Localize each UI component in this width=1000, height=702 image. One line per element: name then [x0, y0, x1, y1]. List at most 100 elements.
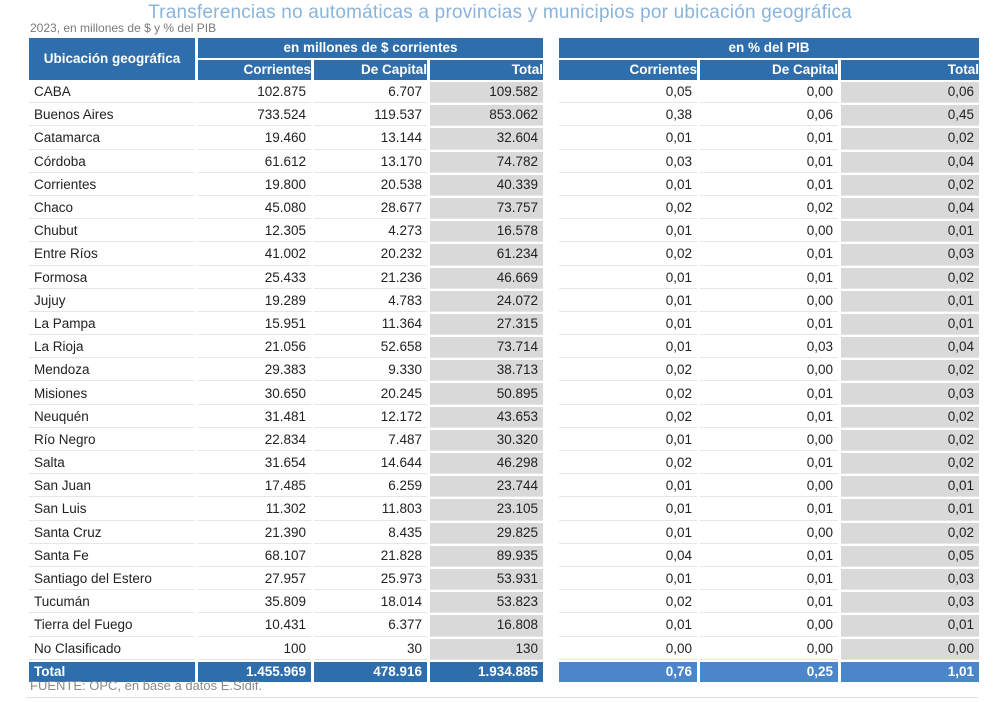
table-row: Tucumán 35.809 18.014 53.823: [29, 592, 543, 614]
header-total: Total: [430, 60, 543, 80]
cell-total: 853.062: [430, 105, 543, 127]
cell-location: No Clasificado: [29, 639, 195, 660]
cell-pct-total: 0,01: [841, 615, 979, 637]
table-row: Chaco 45.080 28.677 73.757: [29, 197, 543, 220]
total-row-pib: 0,76 0,25 1,01: [559, 661, 979, 682]
cell-pct-total: 0,02: [841, 522, 979, 544]
table-row: La Pampa 15.951 11.364 27.315: [29, 313, 543, 336]
cell-pct-corrientes: 0,01: [559, 128, 697, 150]
cell-pct-corrientes: 0,01: [559, 499, 697, 521]
header-group-pib: en % del PIB: [559, 38, 979, 58]
cell-corrientes: 35.809: [198, 592, 311, 614]
cell-location: Córdoba: [29, 152, 195, 173]
cell-corrientes: 68.107: [198, 546, 311, 567]
cell-location: Misiones: [29, 383, 195, 405]
table-row: Chubut 12.305 4.273 16.578: [29, 221, 543, 243]
cell-location: San Luis: [29, 499, 195, 521]
table-row: Jujuy 19.289 4.783 24.072: [29, 290, 543, 312]
cell-pct-corrientes: 0,02: [559, 244, 697, 266]
cell-location: Santa Fe: [29, 546, 195, 567]
cell-pct-capital: 0,01: [700, 569, 838, 591]
cell-location: Santiago del Estero: [29, 569, 195, 591]
table-row: Santa Cruz 21.390 8.435 29.825: [29, 522, 543, 544]
table-row-pib: 0,38 0,06 0,45: [559, 105, 979, 127]
cell-location: Buenos Aires: [29, 105, 195, 127]
cell-pct-total: 0,02: [841, 267, 979, 289]
divider: [26, 697, 978, 698]
cell-pct-corrientes: 0,01: [559, 314, 697, 336]
table-row-pib: 0,01 0,01 0,01: [559, 313, 979, 336]
cell-total: 53.823: [430, 592, 543, 614]
cell-pct-total: 0,03: [841, 244, 979, 266]
cell-capital: 25.973: [314, 569, 427, 591]
cell-pct-capital: 0,01: [700, 592, 838, 614]
cell-pct-total: 0,01: [841, 221, 979, 243]
cell-pct-total: 0,02: [841, 128, 979, 150]
table-row-pib: 0,04 0,01 0,05: [559, 545, 979, 567]
cell-pct-total: 0,03: [841, 568, 979, 591]
cell-pct-total: 0,04: [841, 197, 979, 220]
cell-corrientes: 22.834: [198, 430, 311, 451]
cell-capital: 20.538: [314, 175, 427, 196]
cell-pct-corrientes: 0,01: [559, 175, 697, 196]
cell-total: 27.315: [430, 313, 543, 336]
table-row: Río Negro 22.834 7.487 30.320: [29, 429, 543, 451]
cell-corrientes: 27.957: [198, 569, 311, 591]
cell-corrientes: 45.080: [198, 198, 311, 220]
cell-location: Río Negro: [29, 430, 195, 451]
cell-location: La Pampa: [29, 314, 195, 336]
cell-location: La Rioja: [29, 337, 195, 359]
cell-location: CABA: [29, 82, 195, 104]
table-row-pib: 0,01 0,01 0,03: [559, 568, 979, 591]
cell-pct-corrientes: 0,04: [559, 546, 697, 567]
cell-pct-capital: 0,01: [700, 244, 838, 266]
cell-pct-capital: 0,00: [700, 291, 838, 312]
header-location: Ubicación geográfica: [29, 38, 195, 80]
cell-pct-corrientes: 0,76: [559, 661, 697, 682]
cell-total: 109.582: [430, 82, 543, 104]
cell-capital: 9.330: [314, 360, 427, 382]
cell-pct-capital: 0,01: [700, 546, 838, 567]
cell-pct-total: 0,03: [841, 383, 979, 405]
cell-corrientes: 11.302: [198, 499, 311, 521]
cell-pct-capital: 0,25: [700, 661, 838, 682]
header-capital: De Capital: [314, 60, 427, 80]
cell-total: 89.935: [430, 545, 543, 567]
cell-capital: 30: [314, 639, 427, 660]
cell-total: 130: [430, 638, 543, 660]
table-row: Santa Fe 68.107 21.828 89.935: [29, 545, 543, 567]
cell-pct-corrientes: 0,01: [559, 476, 697, 498]
cell-location: Santa Cruz: [29, 523, 195, 544]
cell-corrientes: 10.431: [198, 615, 311, 637]
cell-location: Catamarca: [29, 128, 195, 150]
table-row: No Clasificado 100 30 130: [29, 638, 543, 660]
cell-pct-capital: 0,00: [700, 476, 838, 498]
table-row-pib: 0,02 0,01 0,02: [559, 406, 979, 428]
cell-pct-capital: 0,01: [700, 383, 838, 405]
table-row-pib: 0,03 0,01 0,04: [559, 151, 979, 173]
cell-pct-corrientes: 0,01: [559, 430, 697, 451]
cell-capital: 13.144: [314, 128, 427, 150]
cell-pct-capital: 0,01: [700, 499, 838, 521]
table-row: Formosa 25.433 21.236 46.669: [29, 267, 543, 289]
table-row: Catamarca 19.460 13.144 32.604: [29, 128, 543, 150]
cell-capital: 21.828: [314, 546, 427, 567]
table-row: Mendoza 29.383 9.330 38.713: [29, 360, 543, 382]
cell-pct-total: 0,01: [841, 290, 979, 312]
cell-corrientes: 21.056: [198, 337, 311, 359]
cell-pct-corrientes: 0,01: [559, 523, 697, 544]
cell-corrientes: 1.455.969: [198, 661, 311, 682]
cell-location: Formosa: [29, 268, 195, 289]
cell-total: 50.895: [430, 383, 543, 405]
cell-pct-capital: 0,01: [700, 128, 838, 150]
cell-pct-corrientes: 0,01: [559, 569, 697, 591]
cell-location: Chubut: [29, 221, 195, 243]
table-row-pib: 0,02 0,01 0,03: [559, 244, 979, 266]
cell-pct-corrientes: 0,02: [559, 592, 697, 614]
cell-pct-capital: 0,00: [700, 82, 838, 104]
cell-total: 53.931: [430, 568, 543, 591]
cell-location: Chaco: [29, 198, 195, 220]
cell-pct-capital: 0,01: [700, 453, 838, 475]
cell-capital: 28.677: [314, 198, 427, 220]
cell-location: Salta: [29, 453, 195, 475]
